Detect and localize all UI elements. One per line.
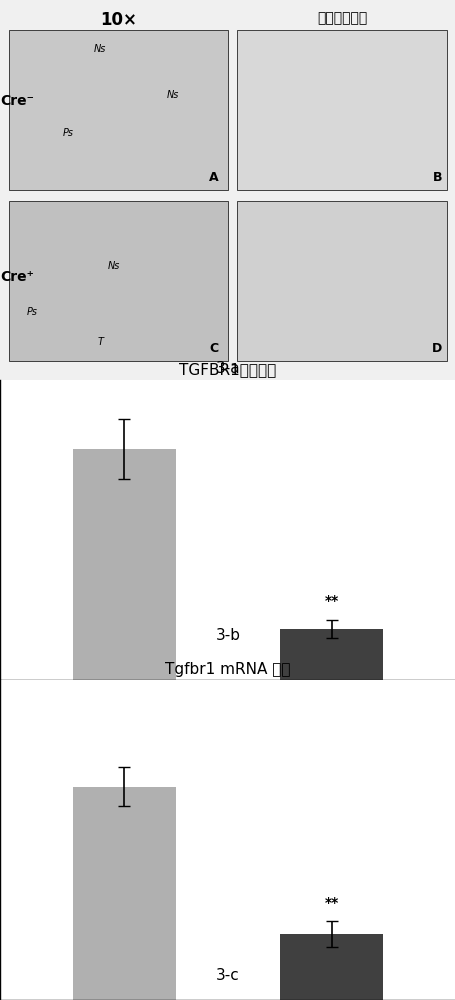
Text: T: T xyxy=(97,337,103,347)
Bar xyxy=(72,787,176,1000)
Title: TGFBR1蛋白表达: TGFBR1蛋白表达 xyxy=(179,362,276,377)
Text: **: ** xyxy=(324,594,338,608)
Text: 红色区域放大: 红色区域放大 xyxy=(316,11,366,25)
Text: C: C xyxy=(209,342,218,355)
Text: B: B xyxy=(432,171,441,184)
Text: Ps: Ps xyxy=(63,128,74,138)
Text: Ns: Ns xyxy=(167,90,179,100)
Text: 10×: 10× xyxy=(100,11,136,29)
Bar xyxy=(279,934,383,1000)
Text: 3-c: 3-c xyxy=(216,968,239,982)
FancyBboxPatch shape xyxy=(237,201,446,361)
Text: Ps: Ps xyxy=(26,307,37,317)
Text: 3-b: 3-b xyxy=(215,628,240,643)
Text: Cre⁺: Cre⁺ xyxy=(0,270,34,284)
FancyBboxPatch shape xyxy=(9,201,228,361)
Text: Ns: Ns xyxy=(94,44,106,54)
Bar xyxy=(279,629,383,680)
Text: 3-a: 3-a xyxy=(215,361,240,376)
FancyBboxPatch shape xyxy=(237,30,446,190)
Text: Ns: Ns xyxy=(107,261,120,271)
Bar xyxy=(72,449,176,680)
FancyBboxPatch shape xyxy=(0,0,455,380)
Title: Tgfbr1 mRNA 表达: Tgfbr1 mRNA 表达 xyxy=(165,662,290,677)
Text: **: ** xyxy=(324,896,338,910)
Text: A: A xyxy=(209,171,218,184)
Text: D: D xyxy=(431,342,441,355)
Text: Cre⁻: Cre⁻ xyxy=(0,94,34,108)
FancyBboxPatch shape xyxy=(9,30,228,190)
